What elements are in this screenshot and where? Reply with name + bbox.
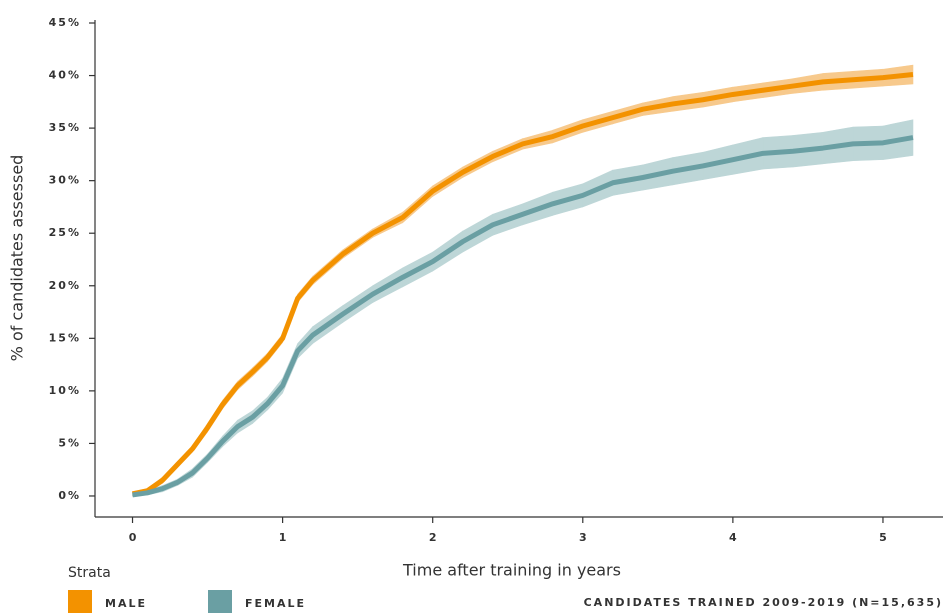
legend-title: Strata <box>68 565 111 581</box>
y-tick-label: 35% <box>49 121 81 134</box>
series-line <box>132 135 914 498</box>
y-tick-label: 15% <box>49 331 81 344</box>
y-tick-label: 10% <box>49 384 81 397</box>
x-tick-label: 5 <box>879 531 889 544</box>
x-tick-label: 2 <box>429 531 439 544</box>
x-axis-label: Time after training in years <box>402 561 621 580</box>
x-tick-label: 3 <box>579 531 589 544</box>
legend-swatch <box>208 590 232 613</box>
caption: CANDIDATES TRAINED 2009-2019 (N=15,635) <box>584 596 943 609</box>
y-tick-label: 5% <box>58 436 81 449</box>
x-tick-label: 0 <box>129 531 139 544</box>
legend-label: MALE <box>105 597 147 610</box>
x-tick-label: 1 <box>279 531 289 544</box>
y-tick-label: 25% <box>49 226 81 239</box>
y-tick-label: 20% <box>49 279 81 292</box>
y-tick-label: 45% <box>49 16 81 29</box>
y-tick-label: 40% <box>49 69 81 82</box>
legend-swatch <box>68 590 92 613</box>
x-tick-label: 4 <box>729 531 739 544</box>
series-line <box>132 72 914 497</box>
legend-label: FEMALE <box>245 597 306 610</box>
y-tick-label: 0% <box>58 489 81 502</box>
y-tick-label: 30% <box>49 174 81 187</box>
y-axis-label: % of candidates assessed <box>8 155 27 362</box>
